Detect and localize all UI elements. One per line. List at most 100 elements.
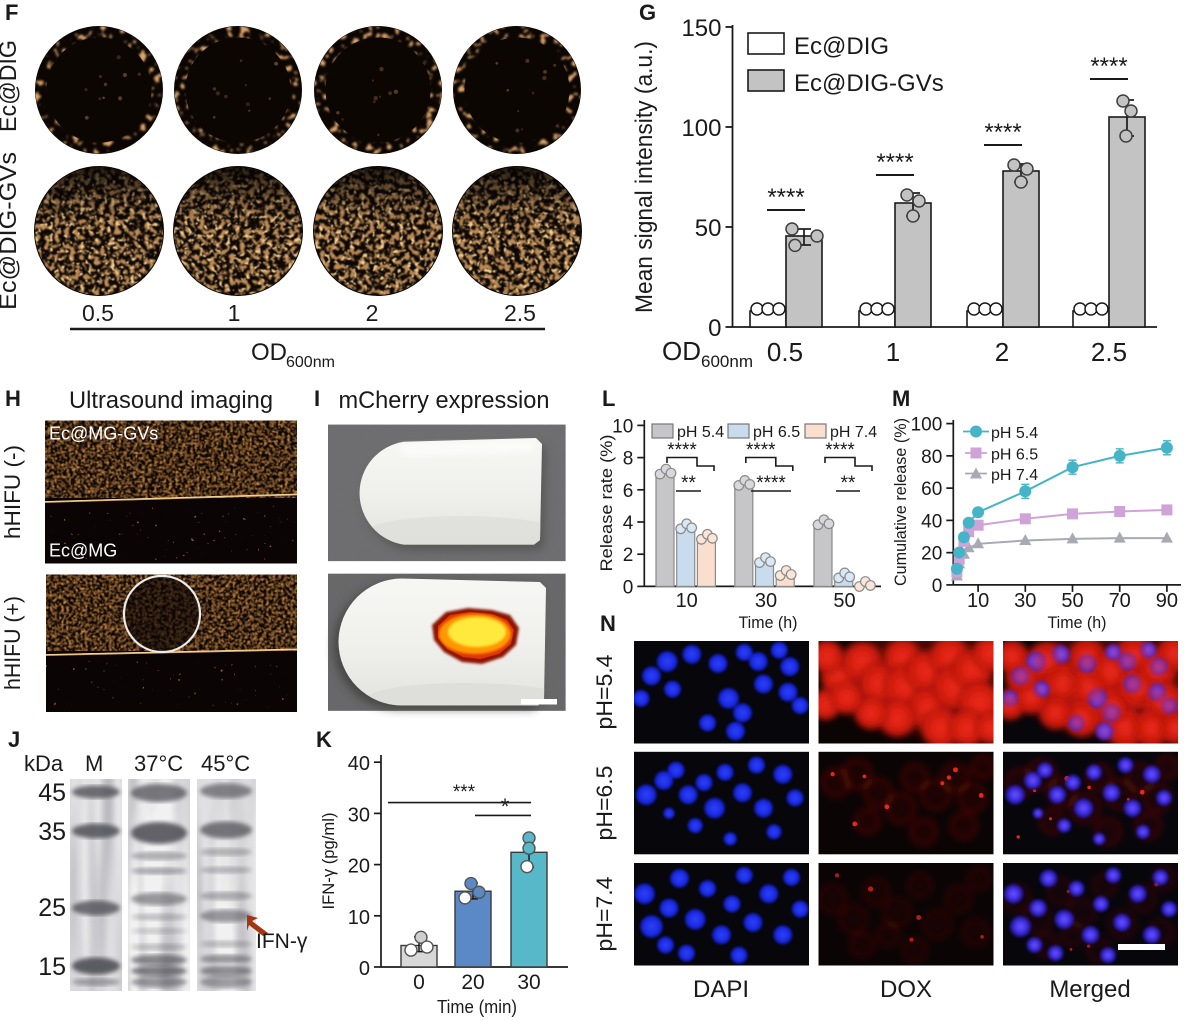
svg-text:45°C: 45°C [201,751,250,776]
svg-text:10: 10 [348,907,370,929]
svg-text:Ec@DIG-GVs: Ec@DIG-GVs [794,70,944,97]
svg-text:Time (h): Time (h) [1048,613,1107,632]
svg-text:Cumulative release (%): Cumulative release (%) [891,418,910,586]
svg-text:0: 0 [413,971,425,994]
svg-text:Ec@MG-GVs: Ec@MG-GVs [49,424,158,444]
svg-text:80: 80 [921,447,942,468]
svg-text:10: 10 [676,590,698,612]
svg-text:Ultrasound imaging: Ultrasound imaging [69,387,273,414]
svg-text:pH=5.4: pH=5.4 [592,655,617,730]
svg-text:0: 0 [932,576,943,597]
svg-text:DOX: DOX [880,976,932,1003]
svg-text:K: K [316,727,332,752]
svg-text:1: 1 [886,337,900,367]
svg-text:M: M [892,386,910,411]
svg-text:100: 100 [681,115,721,142]
svg-text:pH 7.4: pH 7.4 [830,424,877,441]
svg-text:*: * [501,794,510,819]
svg-text:4: 4 [623,513,634,534]
svg-text:**: ** [841,473,856,494]
svg-text:hHIFU (+): hHIFU (+) [0,596,25,690]
svg-text:G: G [639,0,656,25]
svg-text:pH 6.5: pH 6.5 [991,447,1038,464]
svg-text:OD: OD [251,339,287,366]
svg-text:****: **** [1090,53,1127,80]
svg-text:L: L [602,386,615,411]
svg-text:pH 5.4: pH 5.4 [991,425,1038,442]
svg-text:DAPI: DAPI [693,976,749,1003]
svg-text:2: 2 [366,300,379,326]
svg-text:20: 20 [461,971,484,994]
svg-text:60: 60 [921,479,942,500]
svg-text:Ec@DIG-GVs: Ec@DIG-GVs [0,152,22,310]
svg-text:kDa: kDa [24,751,64,776]
svg-text:2.5: 2.5 [1091,337,1127,367]
svg-text:IFN-γ: IFN-γ [256,930,308,953]
svg-text:15: 15 [38,953,66,981]
svg-text:40: 40 [921,511,942,532]
svg-text:**: ** [681,473,696,494]
svg-text:pH=6.5: pH=6.5 [592,766,617,841]
svg-text:70: 70 [1109,590,1131,612]
svg-text:40: 40 [348,753,370,775]
svg-text:20: 20 [921,544,942,565]
svg-text:Time (min): Time (min) [437,997,517,1017]
svg-text:pH 5.4: pH 5.4 [677,424,724,441]
svg-text:****: **** [876,149,913,176]
svg-text:hHIFU (-): hHIFU (-) [0,445,25,539]
svg-text:50: 50 [695,215,722,242]
svg-text:Mean signal intensity (a.u.): Mean signal intensity (a.u.) [631,41,658,313]
svg-text:8: 8 [623,449,634,470]
svg-text:N: N [600,611,616,636]
svg-text:30: 30 [1014,590,1036,612]
svg-text:****: **** [667,440,697,461]
svg-text:2: 2 [623,545,634,566]
svg-text:****: **** [984,119,1021,146]
svg-text:pH 7.4: pH 7.4 [991,467,1038,484]
svg-text:Release rate (%): Release rate (%) [597,435,616,572]
svg-text:Ec@DIG: Ec@DIG [0,40,22,132]
svg-text:0: 0 [359,958,370,980]
svg-text:F: F [5,0,18,25]
svg-text:****: **** [767,184,804,211]
svg-text:50: 50 [833,590,855,612]
svg-text:I: I [314,386,320,411]
svg-text:mCherry expression: mCherry expression [339,387,550,414]
svg-text:pH 6.5: pH 6.5 [753,424,800,441]
svg-text:2.5: 2.5 [504,300,536,326]
svg-text:35: 35 [38,818,66,846]
svg-text:0.5: 0.5 [82,300,114,326]
svg-text:****: **** [825,440,855,461]
svg-text:50: 50 [1061,590,1083,612]
svg-text:600nm: 600nm [286,354,335,371]
svg-text:IFN-γ (pg/ml): IFN-γ (pg/ml) [319,813,338,910]
svg-text:OD: OD [662,336,701,366]
svg-text:600nm: 600nm [701,352,753,371]
svg-text:0.5: 0.5 [767,337,803,367]
svg-text:Ec@DIG: Ec@DIG [794,33,889,60]
svg-text:6: 6 [623,481,634,502]
svg-text:30: 30 [348,804,370,826]
svg-text:30: 30 [517,971,540,994]
svg-text:10: 10 [967,590,989,612]
svg-text:150: 150 [681,15,721,42]
svg-text:25: 25 [38,894,66,922]
svg-text:H: H [5,386,21,411]
svg-text:Time (h): Time (h) [739,613,798,632]
svg-text:1: 1 [228,300,241,326]
svg-text:****: **** [756,473,786,494]
svg-text:30: 30 [755,590,777,612]
svg-text:45: 45 [38,779,66,807]
svg-text:90: 90 [1156,590,1178,612]
svg-text:Merged: Merged [1049,976,1130,1003]
svg-text:10: 10 [612,416,633,437]
svg-text:pH=7.4: pH=7.4 [592,877,617,952]
svg-text:Ec@MG: Ec@MG [49,541,117,561]
svg-text:2: 2 [995,337,1009,367]
svg-text:0: 0 [623,577,634,598]
svg-text:***: *** [453,782,476,803]
svg-text:20: 20 [348,856,370,878]
svg-text:100: 100 [911,415,943,436]
svg-text:0: 0 [708,315,721,342]
svg-text:J: J [8,727,20,752]
